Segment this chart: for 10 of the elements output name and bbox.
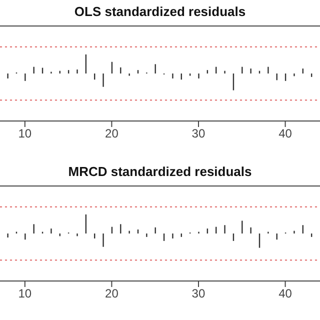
- chart-title: OLS standardized residuals: [73, 3, 247, 21]
- x-tick-label: 40: [278, 286, 292, 301]
- x-tick-label: 40: [278, 126, 292, 141]
- x-tick-label: 20: [105, 126, 119, 141]
- x-tick-label: 30: [192, 286, 206, 301]
- x-tick-label: 10: [18, 286, 32, 301]
- x-tick-label: 30: [192, 126, 206, 141]
- x-tick-label: 20: [105, 286, 119, 301]
- x-tick-label: 10: [18, 126, 32, 141]
- chart-title: MRCD standardized residuals: [67, 163, 253, 181]
